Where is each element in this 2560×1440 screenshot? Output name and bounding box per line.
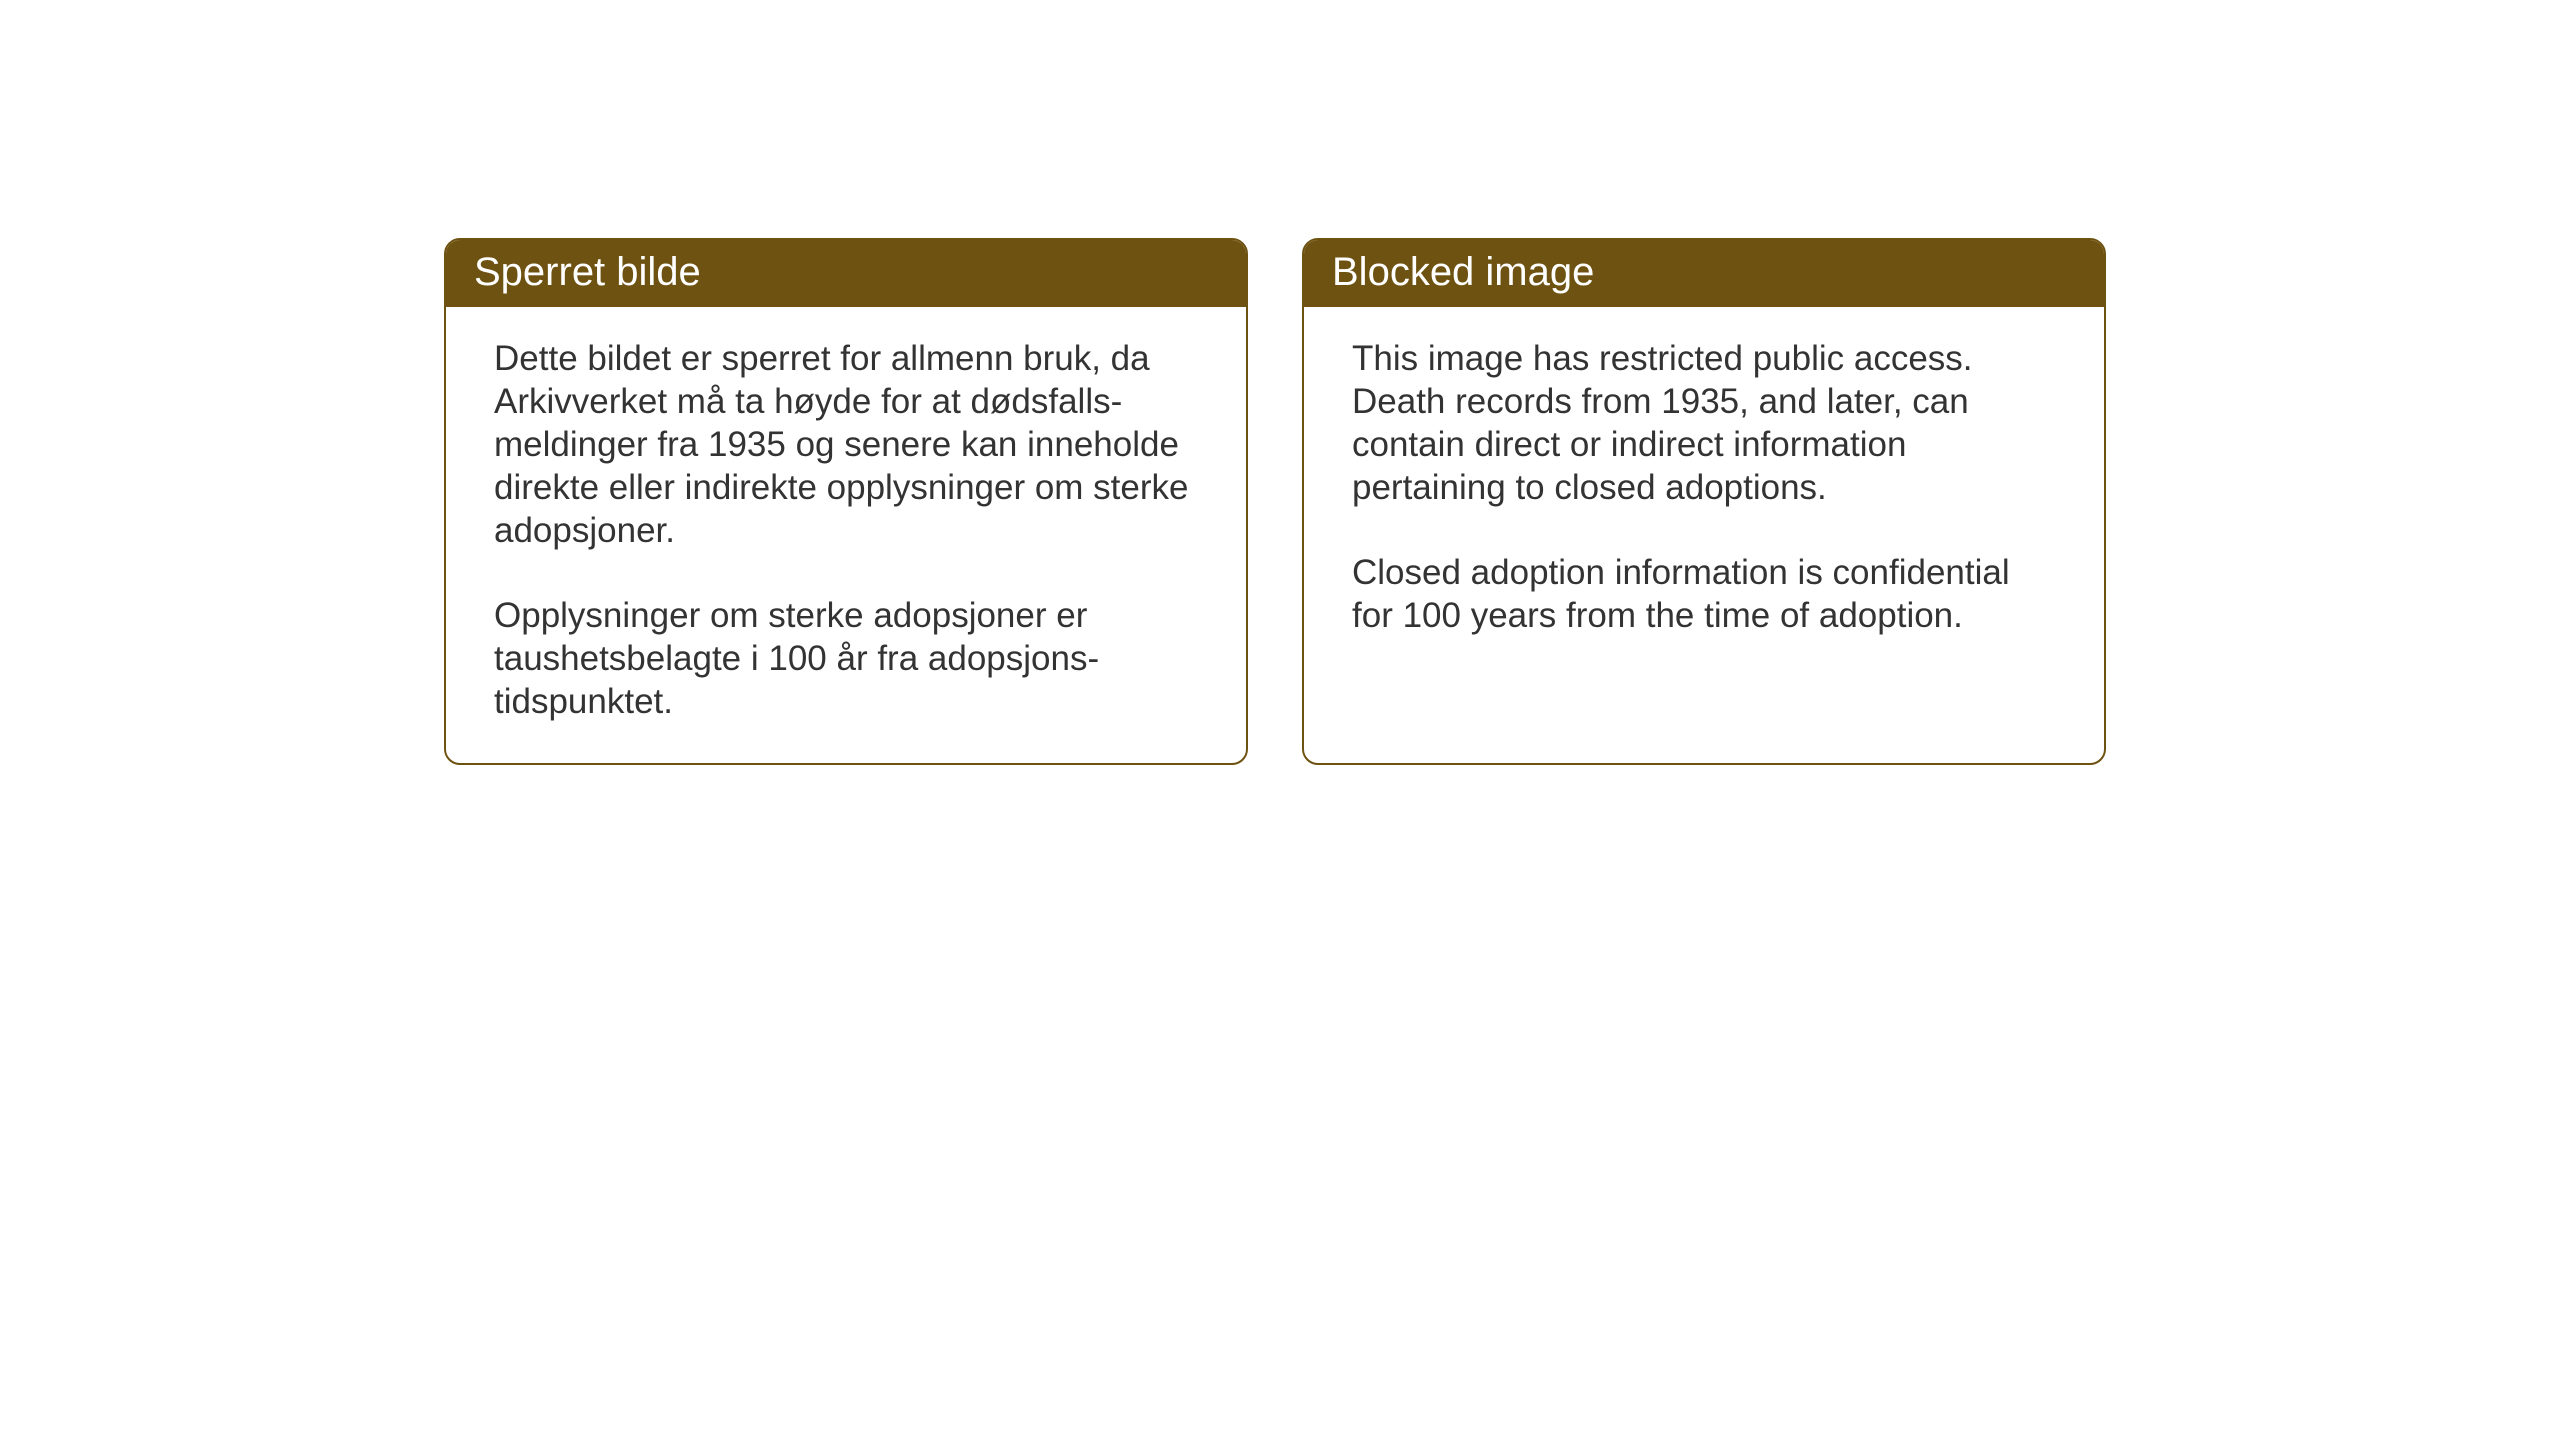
paragraph-norwegian-1: Dette bildet er sperret for allmenn bruk…: [494, 337, 1198, 552]
card-header-norwegian: Sperret bilde: [446, 240, 1246, 307]
notice-card-norwegian: Sperret bilde Dette bildet er sperret fo…: [444, 238, 1248, 765]
notice-card-english: Blocked image This image has restricted …: [1302, 238, 2106, 765]
paragraph-english-2: Closed adoption information is confident…: [1352, 551, 2056, 637]
paragraph-english-1: This image has restricted public access.…: [1352, 337, 2056, 509]
card-header-english: Blocked image: [1304, 240, 2104, 307]
notice-container: Sperret bilde Dette bildet er sperret fo…: [0, 0, 2560, 765]
card-body-norwegian: Dette bildet er sperret for allmenn bruk…: [446, 307, 1246, 763]
card-body-english: This image has restricted public access.…: [1304, 307, 2104, 677]
paragraph-norwegian-2: Opplysninger om sterke adopsjoner er tau…: [494, 594, 1198, 723]
